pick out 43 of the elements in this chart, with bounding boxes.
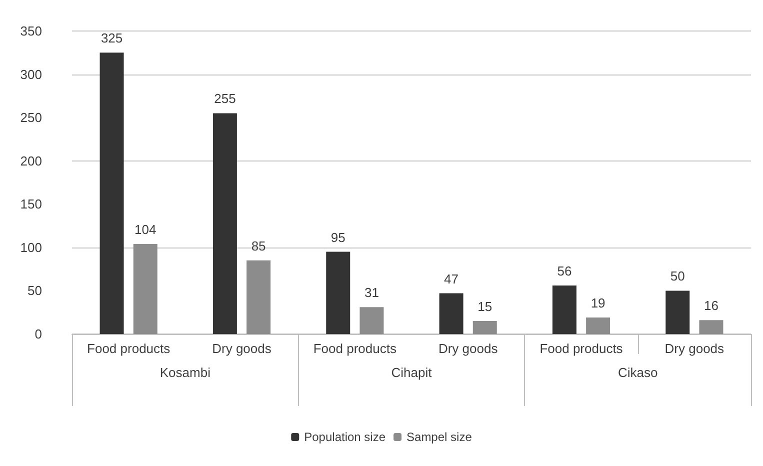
x-tick-label: Food products — [87, 341, 171, 356]
text: Kosambi — [160, 365, 211, 380]
y-tick-label: 0 — [34, 326, 42, 342]
y-tick-label: 50 — [28, 283, 42, 298]
y-tick-label: 300 — [20, 66, 42, 82]
y-tick-label: 150 — [20, 196, 42, 212]
bar — [699, 320, 724, 334]
bar — [246, 260, 271, 334]
x-tick-label: Food products — [313, 341, 397, 356]
text: Cihapit — [391, 365, 432, 380]
bar — [666, 290, 690, 334]
bar — [552, 286, 576, 334]
data-label: 50 — [670, 268, 685, 284]
bar — [212, 113, 237, 334]
legend-label: Sampel size — [406, 430, 472, 444]
data-label: 255 — [214, 91, 236, 106]
bar — [100, 52, 124, 334]
data-label: 95 — [330, 230, 346, 245]
bar — [326, 252, 350, 334]
data-label: 104 — [134, 222, 156, 237]
data-label: 16 — [704, 298, 718, 314]
y-tick-label: 250 — [20, 110, 42, 126]
bar — [439, 293, 464, 334]
data-label: 85 — [251, 238, 266, 254]
data-label: 47 — [444, 271, 459, 286]
y-tick-label: 350 — [20, 24, 42, 38]
text: Cikaso — [618, 365, 658, 380]
x-tick-label: Dry goods — [664, 341, 725, 356]
legend-label: Population size — [304, 430, 386, 444]
bar — [472, 321, 497, 334]
data-label: 56 — [557, 264, 572, 279]
x-tick-label: Dry goods — [438, 341, 498, 356]
y-tick-label: 200 — [20, 153, 42, 168]
bar — [360, 307, 384, 334]
x-tick-label: Dry goods — [212, 341, 272, 356]
data-label: 31 — [364, 285, 379, 300]
x-tick-label: Food products — [540, 341, 624, 356]
data-label: 19 — [590, 296, 606, 311]
data-label: 15 — [478, 299, 492, 314]
bar — [133, 244, 158, 334]
y-tick-label: 100 — [20, 240, 42, 255]
data-label: 325 — [100, 30, 123, 46]
bar — [586, 318, 610, 334]
